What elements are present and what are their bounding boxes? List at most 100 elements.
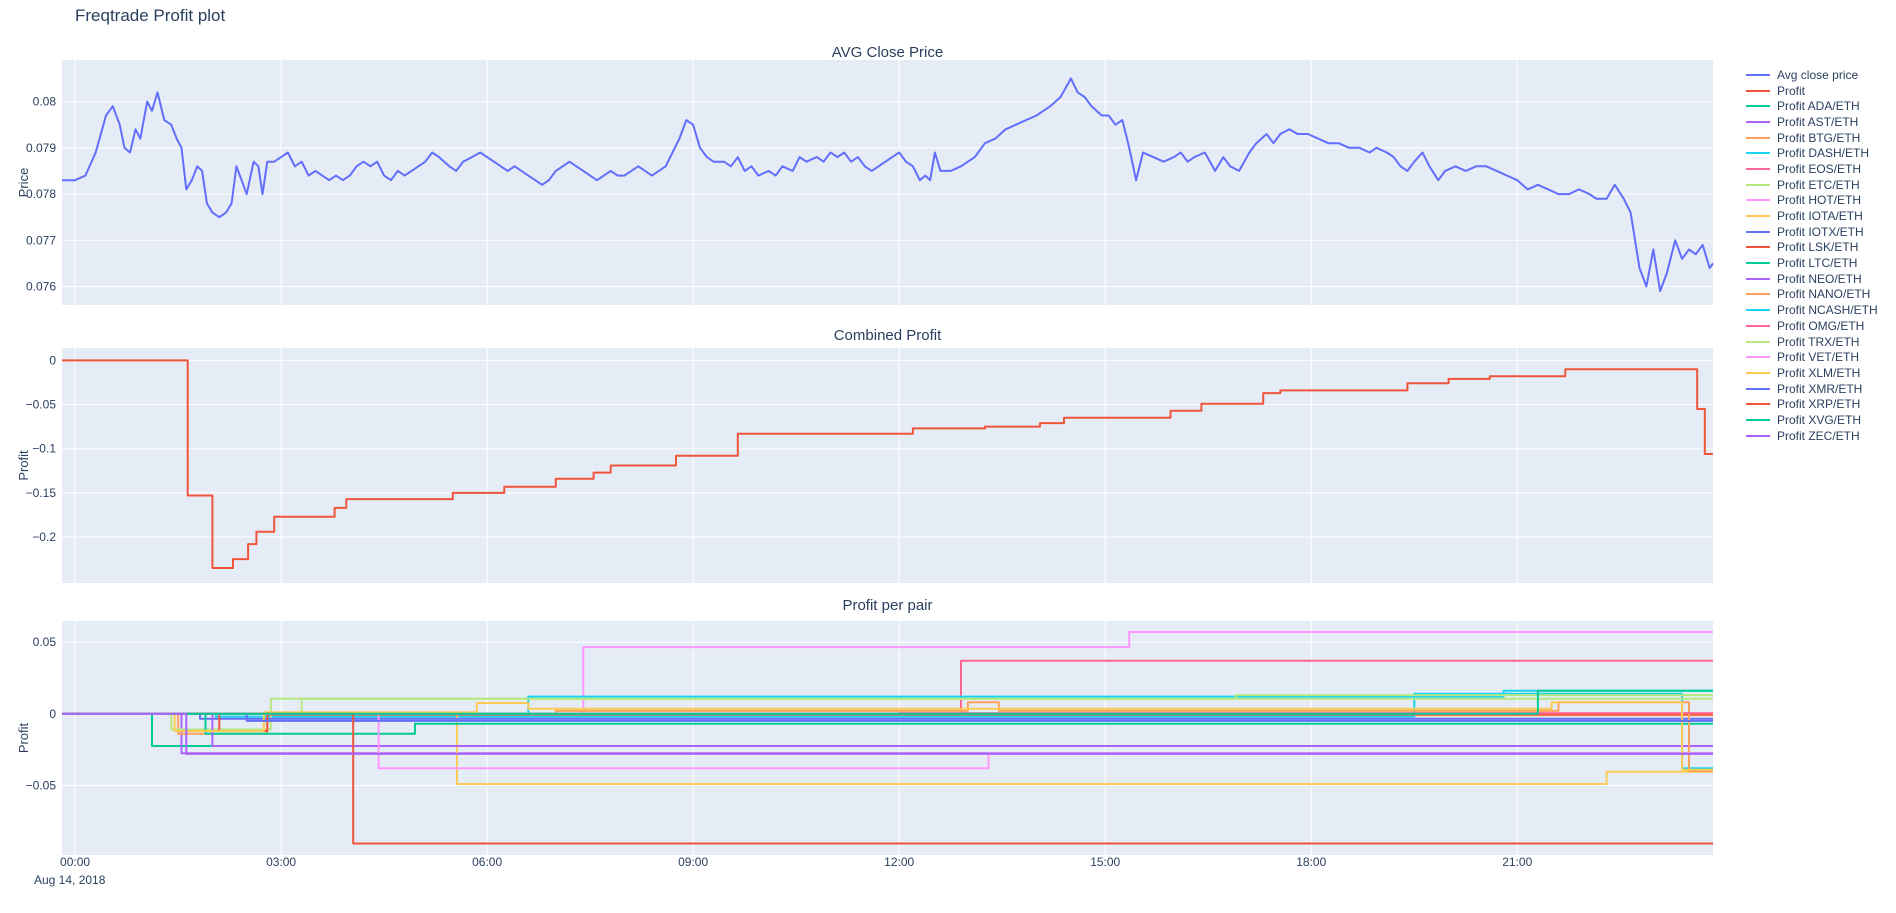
legend-item-label: Profit	[1777, 83, 1806, 98]
legend-line-swatch	[1746, 418, 1770, 421]
legend-item-profit-iota-eth[interactable]: Profit IOTA/ETH	[1746, 208, 1878, 224]
legend-line-swatch	[1746, 324, 1770, 327]
legend-item-profit-dash-eth[interactable]: Profit DASH/ETH	[1746, 145, 1878, 161]
legend-item-profit-zec-eth[interactable]: Profit ZEC/ETH	[1746, 428, 1878, 444]
legend-item-profit-xmr-eth[interactable]: Profit XMR/ETH	[1746, 381, 1878, 397]
legend-item-label: Profit IOTX/ETH	[1777, 224, 1864, 239]
legend-item-profit-hot-eth[interactable]: Profit HOT/ETH	[1746, 193, 1878, 209]
y-tick-label: 0.079	[26, 141, 56, 155]
legend-item-profit-xvg-eth[interactable]: Profit XVG/ETH	[1746, 412, 1878, 428]
legend-line-swatch	[1746, 73, 1770, 76]
y-tick-label: 0	[49, 353, 56, 367]
legend-line-swatch	[1746, 105, 1770, 108]
legend-item-profit-ncash-eth[interactable]: Profit NCASH/ETH	[1746, 302, 1878, 318]
legend-line-swatch	[1746, 89, 1770, 92]
legend-line-swatch	[1746, 167, 1770, 170]
legend-item-profit-xlm-eth[interactable]: Profit XLM/ETH	[1746, 365, 1878, 381]
y-tick-label: 0.08	[33, 95, 57, 109]
legend-item-profit-eos-eth[interactable]: Profit EOS/ETH	[1746, 161, 1878, 177]
y-tick-label: 0.05	[33, 635, 57, 649]
legend-item-profit-ast-eth[interactable]: Profit AST/ETH	[1746, 114, 1878, 130]
subplot-title-1: AVG Close Price	[832, 44, 943, 61]
legend-item-profit-xrp-eth[interactable]: Profit XRP/ETH	[1746, 396, 1878, 412]
legend-item-profit-neo-eth[interactable]: Profit NEO/ETH	[1746, 271, 1878, 287]
series-line-profit-xlm-eth	[62, 701, 1713, 771]
legend-line-swatch	[1746, 340, 1770, 343]
legend-item-avg-close-price[interactable]: Avg close price	[1746, 67, 1878, 83]
x-tick-label: 18:00	[1296, 855, 1326, 869]
x-tick-label: 21:00	[1502, 855, 1532, 869]
legend-item-label: Profit ZEC/ETH	[1777, 428, 1860, 443]
legend-item-profit-ltc-eth[interactable]: Profit LTC/ETH	[1746, 255, 1878, 271]
y-axis-title-3: Profit	[16, 722, 31, 753]
legend-item-label: Profit XRP/ETH	[1777, 397, 1861, 412]
legend-item-label: Avg close price	[1777, 67, 1859, 82]
legend-item-label: Profit OMG/ETH	[1777, 318, 1865, 333]
legend-item-profit-etc-eth[interactable]: Profit ETC/ETH	[1746, 177, 1878, 193]
legend-item-label: Profit TRX/ETH	[1777, 334, 1860, 349]
series-line-profit-xvg-eth	[62, 689, 1713, 715]
legend-line-swatch	[1746, 371, 1770, 374]
legend-line-swatch	[1746, 277, 1770, 280]
x-tick-label: 00:00	[60, 855, 90, 869]
legend-item-label: Profit DASH/ETH	[1777, 146, 1870, 161]
plot-area-3[interactable]	[62, 621, 1713, 855]
y-tick-label: 0	[49, 707, 56, 721]
x-tick-label: 15:00	[1090, 855, 1120, 869]
legend-item-label: Profit XMR/ETH	[1777, 381, 1863, 396]
y-axis-title-2: Profit	[16, 450, 31, 481]
legend-line-swatch	[1746, 356, 1770, 359]
legend-line-swatch	[1746, 309, 1770, 312]
legend-line-swatch	[1746, 262, 1770, 265]
x-tick-label: 06:00	[472, 855, 502, 869]
legend-line-swatch	[1746, 403, 1770, 406]
y-tick-label: −0.05	[26, 398, 57, 412]
legend-line-swatch	[1746, 183, 1770, 186]
x-tick-label: 03:00	[266, 855, 296, 869]
legend-item-profit-omg-eth[interactable]: Profit OMG/ETH	[1746, 318, 1878, 334]
legend-item-profit-iotx-eth[interactable]: Profit IOTX/ETH	[1746, 224, 1878, 240]
y-tick-label: −0.05	[26, 778, 57, 792]
legend-item-label: Profit EOS/ETH	[1777, 161, 1862, 176]
legend-item-label: Profit ADA/ETH	[1777, 99, 1860, 114]
subplot-title-3: Profit per pair	[842, 597, 932, 614]
legend-item-profit-nano-eth[interactable]: Profit NANO/ETH	[1746, 287, 1878, 303]
legend-item-profit-lsk-eth[interactable]: Profit LSK/ETH	[1746, 240, 1878, 256]
subplot-title-2: Combined Profit	[834, 327, 942, 344]
legend-item-label: Profit XLM/ETH	[1777, 365, 1861, 380]
legend-item-profit[interactable]: Profit	[1746, 83, 1878, 99]
legend-item-label: Profit LTC/ETH	[1777, 256, 1858, 271]
legend-item-label: Profit BTG/ETH	[1777, 130, 1861, 145]
plot-area-1[interactable]	[62, 60, 1713, 305]
series-line-profit-zec-eth	[62, 712, 1713, 755]
legend-line-swatch	[1746, 120, 1770, 123]
legend-item-label: Profit ETC/ETH	[1777, 177, 1860, 192]
y-tick-label: −0.2	[32, 530, 56, 544]
legend-item-profit-vet-eth[interactable]: Profit VET/ETH	[1746, 349, 1878, 365]
legend-item-profit-trx-eth[interactable]: Profit TRX/ETH	[1746, 334, 1878, 350]
legend-line-swatch	[1746, 387, 1770, 390]
legend-line-swatch	[1746, 199, 1770, 202]
legend-item-label: Profit XVG/ETH	[1777, 412, 1862, 427]
legend-item-label: Profit HOT/ETH	[1777, 193, 1862, 208]
y-tick-label: −0.15	[26, 486, 57, 500]
y-tick-label: 0.077	[26, 233, 56, 247]
y-tick-label: −0.1	[32, 442, 56, 456]
y-tick-label: 0.076	[26, 280, 56, 294]
legend-line-swatch	[1746, 293, 1770, 296]
plot-area-2[interactable]	[62, 348, 1713, 583]
legend-item-profit-btg-eth[interactable]: Profit BTG/ETH	[1746, 130, 1878, 146]
legend-item-label: Profit AST/ETH	[1777, 114, 1859, 129]
x-tick-label: 12:00	[884, 855, 914, 869]
series-line-profit	[62, 359, 1713, 569]
legend-item-profit-ada-eth[interactable]: Profit ADA/ETH	[1746, 98, 1878, 114]
legend-line-swatch	[1746, 246, 1770, 249]
series-line-avg-close-price	[62, 77, 1714, 293]
legend-line-swatch	[1746, 230, 1770, 233]
page-title: Freqtrade Profit plot	[75, 6, 226, 25]
legend-item-label: Profit NANO/ETH	[1777, 287, 1871, 302]
legend-item-label: Profit LSK/ETH	[1777, 240, 1859, 255]
legend-line-swatch	[1746, 136, 1770, 139]
